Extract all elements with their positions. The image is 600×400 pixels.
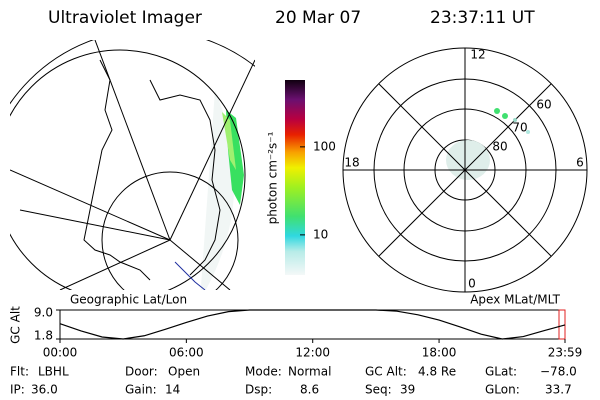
info-value: LBHL xyxy=(38,365,69,379)
date: 20 Mar 07 xyxy=(275,8,361,28)
x-tick-label: 06:00 xyxy=(169,346,204,360)
y-tick-label: 9.0 xyxy=(34,306,53,320)
info-value: −78.0 xyxy=(540,365,577,379)
info-label: Door: xyxy=(125,365,158,379)
x-tick-label: 12:00 xyxy=(295,346,330,360)
x-tick-label: 18:00 xyxy=(422,346,457,360)
info-value: Normal xyxy=(288,365,331,379)
info-label: Flt: xyxy=(10,365,29,379)
info-label: IP: xyxy=(10,383,25,397)
current-time-marker xyxy=(558,309,566,340)
colorbar xyxy=(285,80,305,275)
x-tick-label: 00:00 xyxy=(43,346,78,360)
info-label: GC Alt: xyxy=(365,365,407,379)
mlt-label: 6 xyxy=(576,156,584,170)
geo-map xyxy=(10,40,255,290)
info-value: 8.6 xyxy=(300,383,319,397)
mlt-label: 12 xyxy=(470,48,485,62)
info-label: Gain: xyxy=(125,383,157,397)
info-value: 39 xyxy=(400,383,415,397)
info-value: Open xyxy=(168,365,200,379)
polar-plot xyxy=(342,47,588,293)
panel-label: Apex MLat/MLT xyxy=(470,293,560,307)
mlt-label: 18 xyxy=(344,156,359,170)
colorbar-tick-label: 100 xyxy=(313,139,336,153)
info-value: 33.7 xyxy=(545,383,572,397)
info-value: 4.8 Re xyxy=(418,365,456,379)
title: Ultraviolet Imager xyxy=(48,8,202,28)
y-tick-label: 1.8 xyxy=(34,329,53,343)
x-tick-label: 23:59 xyxy=(548,346,583,360)
info-label: Mode: xyxy=(245,365,282,379)
info-label: GLat: xyxy=(485,365,517,379)
colorbar-label: photon cm⁻²s⁻¹ xyxy=(266,131,280,224)
panel-label: Geographic Lat/Lon xyxy=(70,293,187,307)
time: 23:37:11 UT xyxy=(430,8,535,28)
info-label: GLon: xyxy=(485,383,520,397)
info-panel: Flt: LBHL Door: Open Mode: Normal GC Alt… xyxy=(10,365,577,397)
info-value: 14 xyxy=(165,383,180,397)
lat-label: 70 xyxy=(512,121,527,135)
y-axis-label: GC Alt xyxy=(9,306,23,344)
info-label: Seq: xyxy=(365,383,392,397)
plot-frame xyxy=(59,309,566,340)
info-value: 36.0 xyxy=(31,383,58,397)
lat-label: 80 xyxy=(492,140,507,154)
mlt-label: 0 xyxy=(468,277,476,291)
lat-label: 60 xyxy=(536,98,551,112)
info-label: Dsp: xyxy=(245,383,272,397)
altitude-line xyxy=(59,309,566,340)
colorbar-tick-label: 10 xyxy=(313,227,328,241)
